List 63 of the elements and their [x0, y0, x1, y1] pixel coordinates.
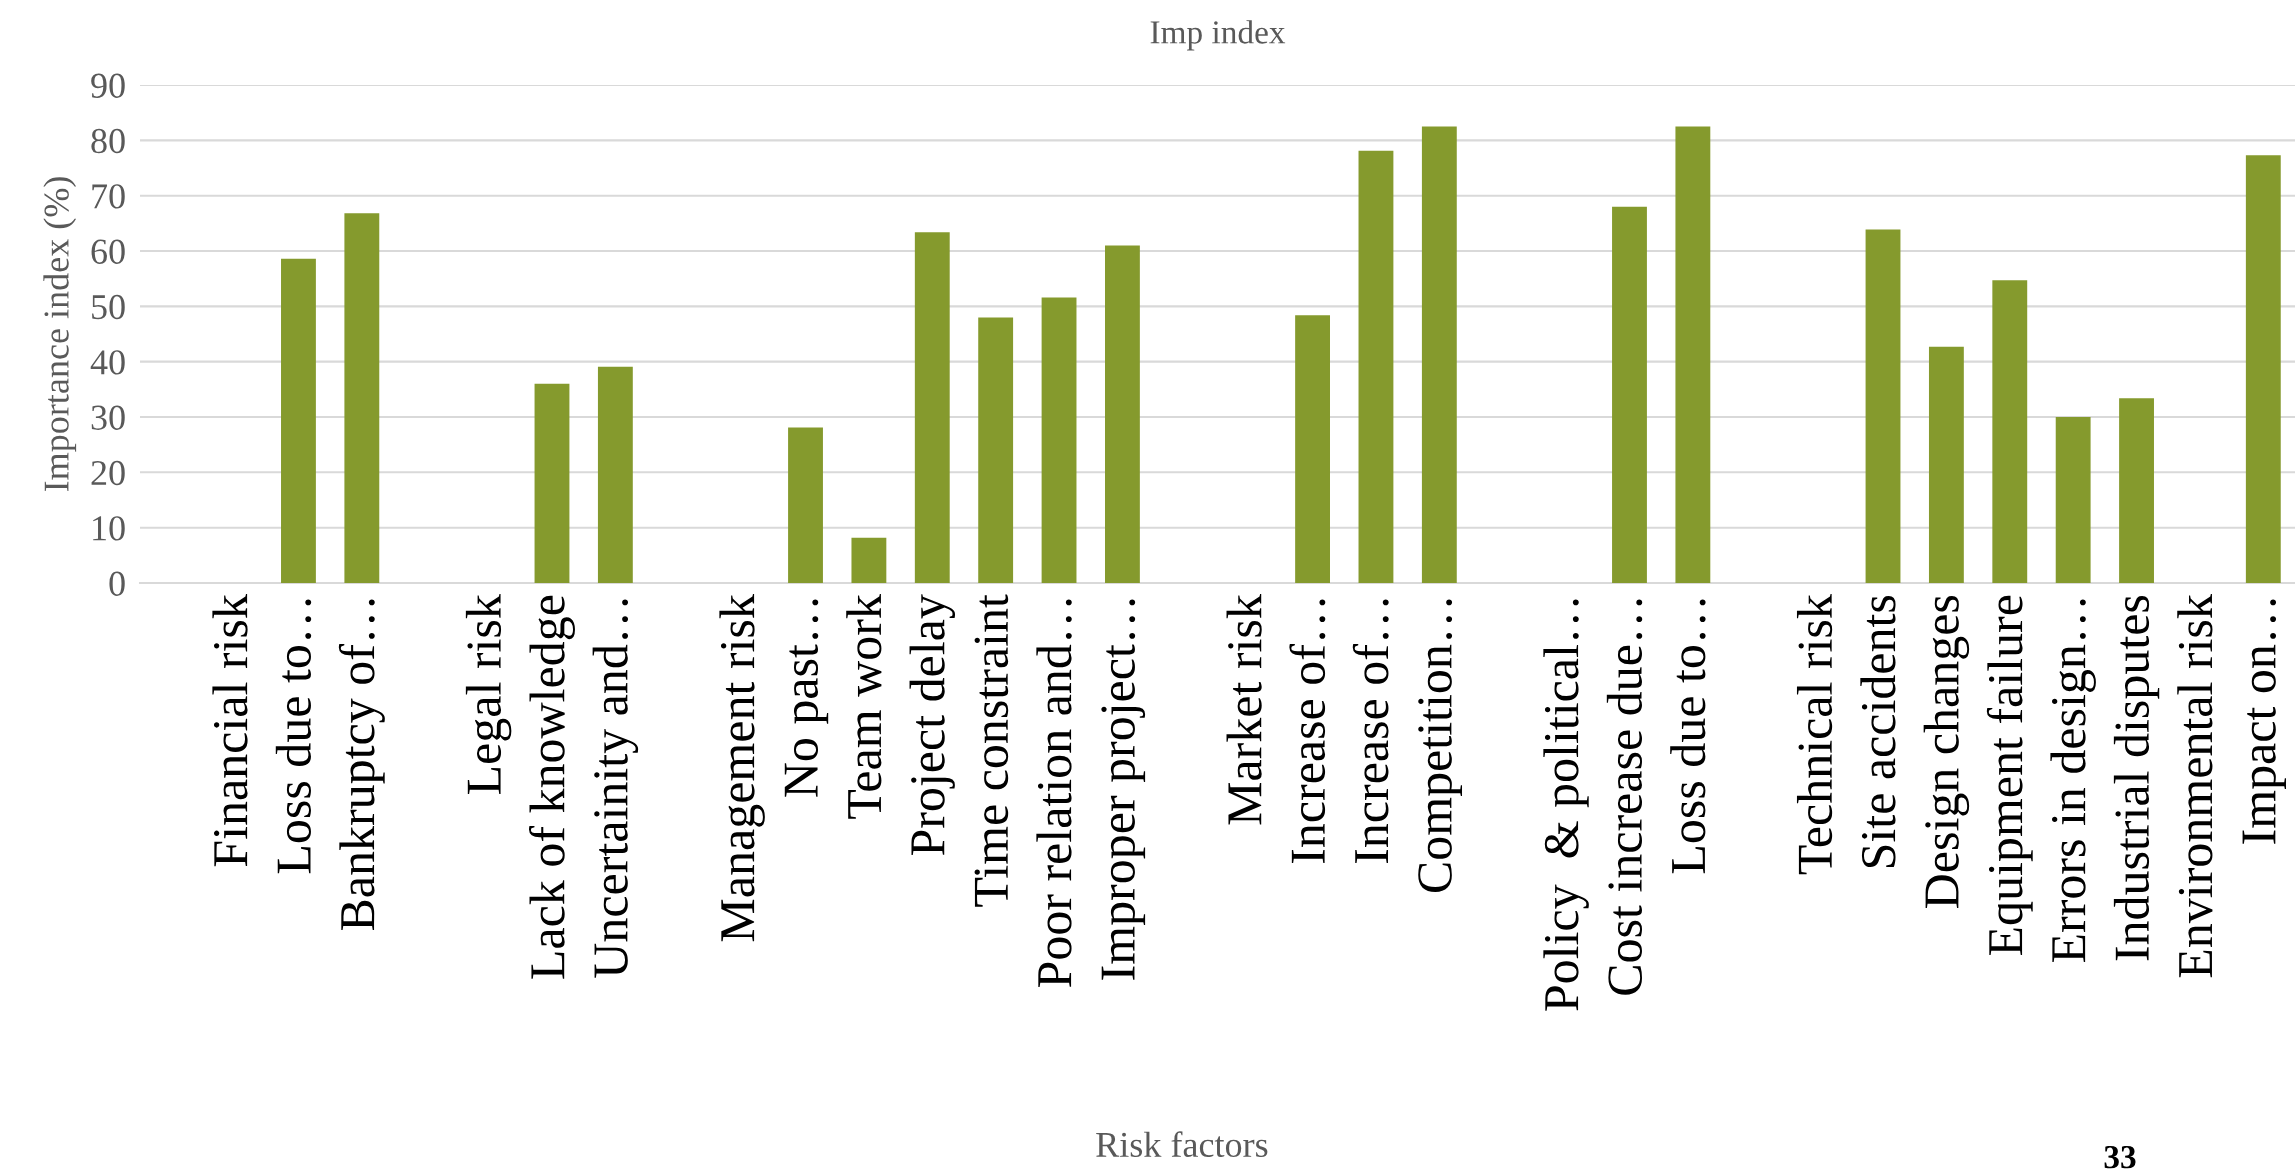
- x-tick-label: Management risk: [719, 594, 765, 942]
- x-tick-label: Market risk: [1226, 594, 1262, 825]
- x-tick-label: Loss due to…: [275, 599, 312, 874]
- x-tick-label: Cost increase due…: [1606, 599, 1643, 995]
- x-tick-label: Project delay: [909, 594, 956, 856]
- y-tick-label: 40: [90, 350, 125, 375]
- x-tick-label: Equipment failure: [1986, 595, 2033, 956]
- x-tick-label: Errors in design…: [2050, 599, 2096, 963]
- bar: [1612, 206, 1647, 583]
- bar: [1421, 126, 1457, 583]
- bar: [788, 427, 823, 583]
- y-tick-label: 70: [92, 184, 125, 209]
- bar: [914, 232, 950, 583]
- bar: [1295, 315, 1330, 583]
- x-tick-label: Legal risk: [465, 594, 512, 794]
- x-tick-label: Poor relation and…: [1036, 599, 1072, 988]
- text: 33: [2104, 1145, 2136, 1169]
- x-tick-label: Time constraint: [974, 594, 1009, 907]
- x-tick-label: Policy & political…: [1543, 599, 1589, 1011]
- x-tick-label: Site accidents: [1860, 595, 1896, 868]
- bar: [281, 258, 316, 583]
- bar: [2245, 155, 2281, 583]
- chart-title: Imp index: [1150, 20, 1286, 51]
- x-tick-label: Technical risk: [1796, 594, 1833, 875]
- x-tick-label: Industrial disputes: [2113, 595, 2160, 961]
- bar: [851, 537, 887, 583]
- bar: [2055, 417, 2091, 583]
- y-tick-label: 0: [109, 571, 125, 596]
- x-tick-label: Uncertainity and…: [592, 599, 639, 978]
- x-tick-label: Competition…: [1418, 599, 1463, 893]
- y-tick-label: 10: [93, 516, 125, 541]
- y-tick-label: 60: [91, 239, 125, 264]
- bar: [1992, 280, 2028, 583]
- bar: [1928, 346, 1964, 583]
- x-tick-label: Team work: [846, 594, 882, 819]
- y-tick-label: 80: [91, 128, 125, 154]
- bar: [1105, 245, 1140, 583]
- y-tick-label: 20: [91, 460, 125, 486]
- x-tick-label: No past…: [784, 599, 829, 797]
- x-tick-label: Lack of knowledge: [528, 595, 575, 979]
- x-axis-title: Risk factors: [1096, 1131, 1268, 1158]
- x-tick-label: Improper project…: [1101, 599, 1146, 980]
- x-tick-label: Design changes: [1923, 595, 1970, 908]
- bar: [534, 383, 570, 583]
- bar: [1865, 229, 1901, 583]
- x-tick-label: Loss due to…: [1670, 599, 1706, 874]
- x-tick-label: Impact on…: [2242, 599, 2286, 844]
- y-tick-label: 50: [92, 294, 125, 320]
- bar: [1675, 126, 1711, 583]
- x-tick-label: Increase of…: [1352, 599, 1389, 863]
- bar: [2119, 398, 2154, 583]
- bar: [1041, 297, 1077, 583]
- y-axis-title: Importance index (%): [43, 177, 77, 492]
- bar: [1358, 150, 1394, 583]
- bar: [597, 366, 633, 583]
- bar: [344, 213, 380, 583]
- x-tick-label: Increase of…: [1289, 599, 1326, 863]
- x-tick-label: Bankruptcy of…: [338, 599, 385, 931]
- bar: [978, 317, 1014, 583]
- y-tick-label: 30: [91, 405, 125, 430]
- x-tick-label: Environmental risk: [2177, 594, 2213, 978]
- y-tick-label: 90: [91, 73, 125, 98]
- x-tick-label: Financial risk: [212, 594, 248, 867]
